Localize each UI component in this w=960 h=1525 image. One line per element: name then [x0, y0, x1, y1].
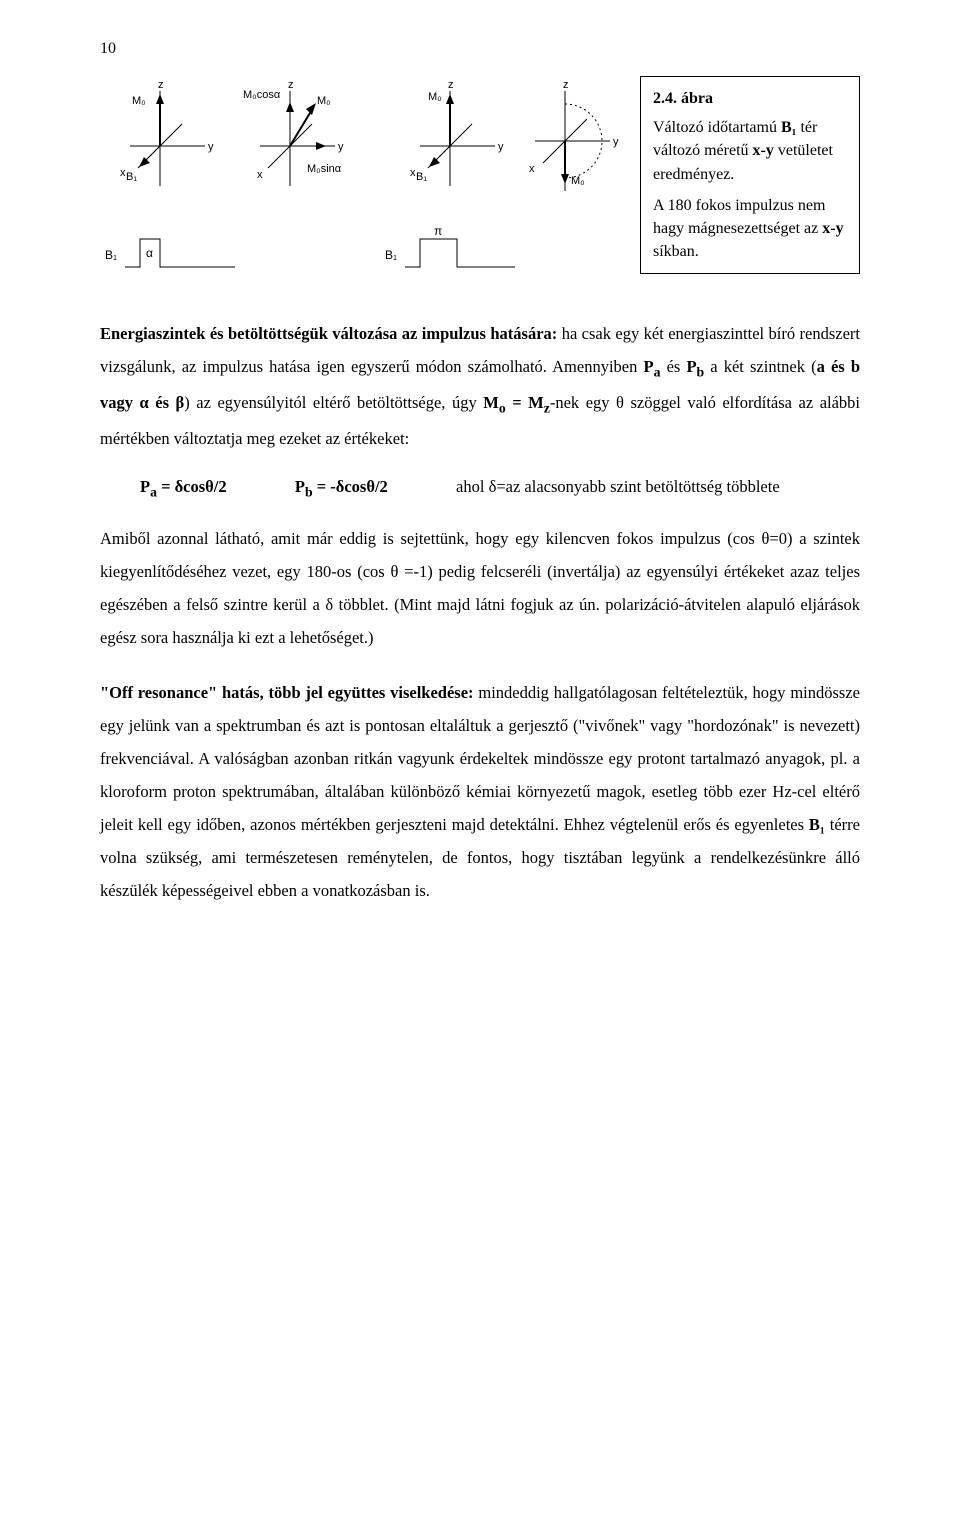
paragraph-1: Energiaszintek és betöltöttségük változá… [100, 317, 860, 455]
formula-pb: Pb = -δcosθ/2 [295, 477, 388, 496]
figure-row: M₀ B₁ z y x [100, 76, 860, 287]
m0-label: M₀ [132, 95, 146, 107]
formula-where: ahol δ=az alacsonyabb szint betöltöttség… [456, 477, 780, 496]
paragraph-3: "Off resonance" hatás, több jel együttes… [100, 676, 860, 907]
x-label-3: x [410, 167, 416, 179]
m0cos-label: M₀cosα [243, 89, 281, 101]
coordinate-diagrams: M₀ B₁ z y x [100, 76, 620, 216]
figure-caption-a: Változó időtartamú B₁ tér változó méretű… [653, 116, 847, 186]
paragraph-2: Amiből azonnal látható, amit már eddig i… [100, 522, 860, 654]
y-label-4: y [613, 136, 619, 148]
b1-label-1: B₁ [126, 171, 137, 183]
para1-mid2: a két szintnek ( [704, 357, 816, 376]
y-label-2: y [338, 141, 344, 153]
y-label-1: y [208, 141, 214, 153]
m0sin-label: M₀sinα [307, 163, 342, 175]
formula-line: Pa = δcosθ/2 Pb = -δcosθ/2 ahol δ=az ala… [140, 477, 860, 500]
caption-bold: x-y [753, 142, 774, 159]
para1-mid1: és [660, 357, 686, 376]
pulse-b1-left: B₁ [105, 248, 117, 262]
page-number: 10 [100, 40, 860, 58]
caption-text: Változó időtartamú [653, 119, 781, 136]
pb-sym: Pb [686, 357, 704, 376]
x-label-2: x [257, 169, 263, 181]
mo-sym: Mo = Mz [483, 393, 550, 412]
caption-bold: x-y [822, 220, 843, 237]
x-label-4: x [529, 163, 535, 175]
pulse-pi: π [434, 227, 442, 238]
figure-caption-box: 2.4. ábra Változó időtartamú B₁ tér vált… [640, 76, 860, 274]
pulse-b1-right: B₁ [385, 248, 397, 262]
z-label-3: z [448, 79, 454, 91]
z-label-1: z [158, 79, 164, 91]
page: 10 M₀ B₁ z y [0, 0, 960, 989]
caption-bold: B₁ [781, 119, 796, 136]
m0-label-4: M₀ [571, 175, 585, 187]
para3-lead: "Off resonance" hatás, több jel együttes… [100, 683, 474, 702]
para1-mid3: ) az egyensúlyitól eltérő betöltöttsége,… [184, 393, 483, 412]
pulse-alpha: α [146, 246, 153, 260]
y-label-3: y [498, 141, 504, 153]
pa-sym: Pa [643, 357, 660, 376]
m0-label-3: M₀ [428, 91, 442, 103]
figure-caption-b: A 180 fokos impulzus nem hagy mágnesezet… [653, 194, 847, 264]
para1-lead: Energiaszintek és betöltöttségük változá… [100, 324, 557, 343]
diagram-column: M₀ B₁ z y x [100, 76, 620, 287]
z-label-4: z [563, 79, 569, 91]
z-label-2: z [288, 79, 294, 91]
caption-text: A 180 fokos impulzus nem hagy mágnesezet… [653, 197, 825, 237]
pulse-diagrams: B₁ α B₁ π [100, 227, 620, 282]
m0-label-2: M₀ [317, 95, 331, 107]
para3-rest: mindeddig hallgatólagosan feltételeztük,… [100, 683, 860, 834]
caption-text: síkban. [653, 243, 699, 260]
b1-label-3: B₁ [416, 171, 427, 183]
para3-b1: B₁ [809, 815, 825, 834]
figure-title: 2.4. ábra [653, 87, 847, 110]
x-label-1: x [120, 167, 126, 179]
formula-pa: Pa = δcosθ/2 [140, 477, 227, 496]
